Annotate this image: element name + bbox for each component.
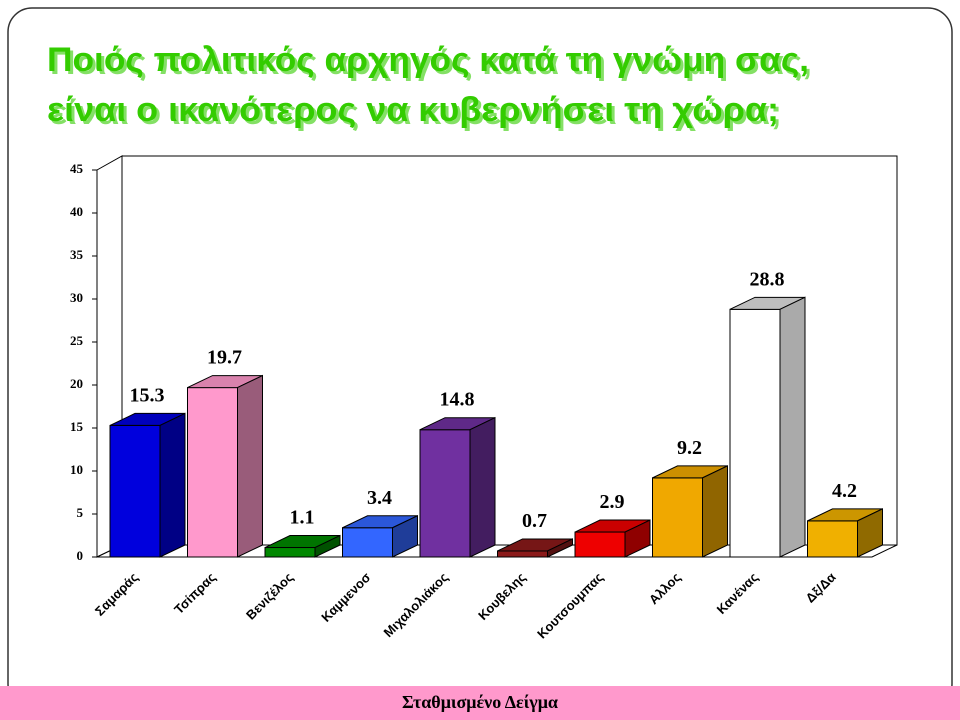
value-label: 15.3 [130,384,165,406]
bar-side [779,296,806,558]
bar-side [392,514,418,558]
bar [342,527,393,558]
y-tick-label: 35 [70,247,84,262]
value-label: 3.4 [367,487,392,509]
bar [807,520,858,558]
bar [497,550,548,558]
value-label: 4.2 [832,480,857,502]
value-label: 0.7 [522,510,547,532]
title-shadow-line: Ποιός πολιτικός αρχηγός κατά τη γνώμη σα… [50,44,812,82]
footer-bar [0,686,960,720]
bar [729,308,781,558]
bar [419,429,471,558]
y-tick-label: 40 [70,204,83,219]
bar [187,387,238,558]
y-tick-label: 25 [70,333,84,348]
chart-title: είναι ο ικανότερος να κυβερνήσει τη χώρα… [47,91,779,129]
bar-side [624,519,651,558]
y-tick-label: 5 [77,505,84,520]
bar-side [857,508,883,558]
value-label: 19.7 [207,347,242,369]
footer: Σταθμισμένο Δείγμα [402,692,558,712]
y-tick-label: 15 [70,419,84,434]
bar-side [237,374,263,558]
value-label: 2.9 [600,491,625,513]
bar-side [547,538,573,558]
bar-side [702,465,728,558]
y-tick-label: 45 [70,161,84,176]
y-tick-label: 10 [70,462,83,477]
y-tick-label: 20 [70,376,83,391]
chart-title: Ποιός πολιτικός αρχηγός κατά τη γνώμη σα… [47,41,809,79]
y-tick-label: 0 [77,548,84,563]
bar-side [159,412,186,558]
bar [574,531,626,558]
title-shadow-line: είναι ο ικανότερος να κυβερνήσει τη χώρα… [50,94,782,132]
value-label: 28.8 [750,268,785,290]
value-label: 1.1 [290,507,315,529]
title-shadow: Ποιός πολιτικός αρχηγός κατά τη γνώμη σα… [50,44,812,132]
bar-side [314,534,341,558]
y-tick-label: 30 [70,290,83,305]
value-label: 14.8 [440,389,475,411]
bar [264,547,316,558]
bar [652,477,703,558]
bar-side [469,416,496,558]
value-label: 9.2 [677,437,702,459]
bar [109,424,161,558]
